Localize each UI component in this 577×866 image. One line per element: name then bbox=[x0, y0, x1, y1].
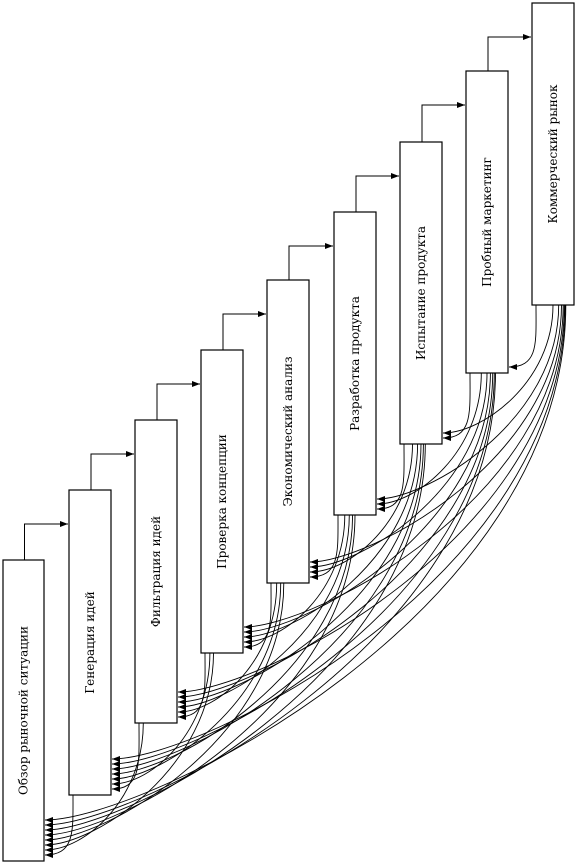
feedback-arrow bbox=[243, 443, 419, 640]
feedback-arrows bbox=[44, 304, 567, 858]
stage-label: Испытание продукта bbox=[414, 226, 428, 360]
feedback-arrow bbox=[243, 372, 491, 635]
feedback-arrow bbox=[44, 582, 285, 843]
stage-product-development: Разработка продукта bbox=[333, 211, 377, 516]
feedback-arrow bbox=[177, 372, 494, 700]
feedback-arrow bbox=[243, 582, 272, 650]
stage-label: Генерация идей bbox=[83, 591, 97, 694]
stage-test-marketing: Пробный маркетинг bbox=[465, 70, 509, 374]
feedback-arrow bbox=[111, 443, 424, 772]
feedback-arrow bbox=[508, 304, 537, 370]
feedback-arrow bbox=[177, 443, 422, 705]
feedback-arrow bbox=[111, 652, 211, 787]
stage-label: Фильтрация идей bbox=[149, 516, 163, 627]
stage-commercial-market: Коммерческий рынок bbox=[531, 2, 575, 306]
stage-label: Проверка концепции bbox=[215, 434, 229, 569]
stage-label: Обзор рыночной ситуации bbox=[17, 626, 31, 795]
stage-label: Пробный маркетинг bbox=[480, 157, 494, 287]
stage-box-test-marketing bbox=[465, 70, 509, 374]
feedback-arrow bbox=[442, 372, 471, 441]
forward-arrow bbox=[288, 243, 333, 280]
stage-idea-filtering: Фильтрация идей bbox=[134, 419, 178, 724]
stage-box-product-testing bbox=[399, 141, 443, 445]
stage-box-product-development bbox=[333, 211, 377, 516]
feedback-arrow bbox=[44, 443, 426, 833]
feedback-arrow bbox=[309, 443, 413, 575]
stage-box-commercial-market bbox=[531, 2, 575, 306]
stage-concept-testing: Проверка концепции bbox=[200, 349, 244, 654]
feedback-arrow bbox=[44, 372, 496, 828]
stage-box-market-review bbox=[2, 559, 45, 862]
feedback-arrow bbox=[177, 514, 350, 710]
feedback-arrow bbox=[44, 304, 567, 823]
forward-arrow bbox=[487, 34, 531, 71]
feedback-arrow bbox=[309, 372, 488, 570]
stage-label: Экономический анализ bbox=[281, 357, 295, 507]
feedback-arrow bbox=[44, 794, 74, 858]
feedback-arrow bbox=[111, 514, 354, 777]
feedback-arrow bbox=[309, 304, 562, 565]
feedback-arrow bbox=[111, 722, 140, 792]
feedback-arrow bbox=[442, 304, 554, 436]
feedback-arrow bbox=[243, 514, 346, 645]
forward-arrow bbox=[222, 311, 266, 350]
feedback-arrow bbox=[376, 443, 405, 512]
stage-label: Разработка продукта bbox=[348, 296, 362, 431]
forward-arrow bbox=[90, 451, 134, 490]
feedback-arrow bbox=[376, 372, 482, 507]
feedback-arrow bbox=[111, 304, 566, 762]
feedback-arrow bbox=[111, 372, 495, 767]
stage-economic-analysis: Экономический анализ bbox=[266, 279, 310, 584]
feedback-arrow bbox=[177, 652, 206, 720]
forward-arrow bbox=[355, 173, 399, 212]
feedback-arrow bbox=[376, 304, 560, 502]
forward-arrow bbox=[24, 521, 68, 560]
forward-arrow bbox=[156, 381, 200, 420]
stage-market-review: Обзор рыночной ситуации bbox=[2, 559, 45, 862]
forward-arrows bbox=[24, 34, 531, 560]
feedback-arrow bbox=[243, 304, 564, 630]
stage-idea-generation: Генерация идей bbox=[68, 489, 112, 796]
stage-label: Коммерческий рынок bbox=[546, 84, 560, 223]
forward-arrow bbox=[421, 102, 465, 142]
stage-box-idea-filtering bbox=[134, 419, 178, 724]
stage-box-concept-testing bbox=[200, 349, 244, 654]
feedback-arrow bbox=[309, 514, 339, 580]
stage-box-economic-analysis bbox=[266, 279, 310, 584]
stage-product-testing: Испытание продукта bbox=[399, 141, 443, 445]
feedback-arrow bbox=[177, 304, 565, 695]
stage-box-idea-generation bbox=[68, 489, 112, 796]
